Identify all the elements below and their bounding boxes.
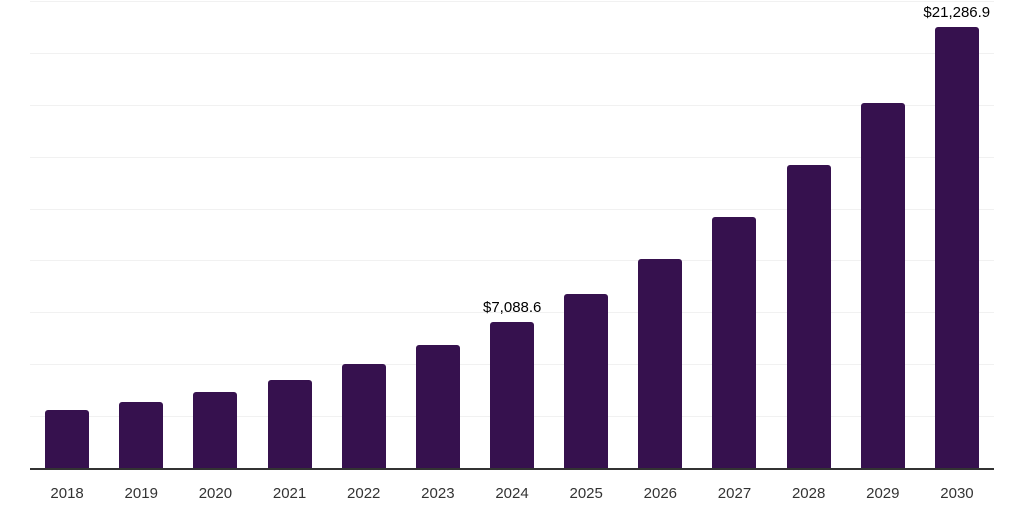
bars-row (30, 2, 994, 469)
bar-slot-2027 (697, 2, 771, 469)
bar-2023 (415, 345, 460, 469)
bar-2028 (786, 164, 831, 469)
bar-slot-2030 (920, 2, 994, 469)
x-tick-label-2030: 2030 (940, 485, 974, 502)
bar-2021 (267, 380, 312, 469)
bar-2027 (712, 216, 757, 469)
bar-2025 (564, 293, 609, 469)
bar-slot-2028 (772, 2, 846, 469)
bar-slot-2019 (104, 2, 178, 469)
x-tick-label-2026: 2026 (643, 485, 678, 502)
x-tick-label-2023: 2023 (421, 485, 455, 502)
x-tick-label-2021: 2021 (272, 485, 307, 502)
x-tick-label-2028: 2028 (791, 485, 826, 502)
x-tick-label-2020: 2020 (198, 485, 233, 502)
plot-area: $7,088.6 $21,286.9 (30, 1, 994, 470)
gridline (30, 104, 994, 106)
bar-slot-2023 (401, 2, 475, 469)
bar-slot-2024 (475, 2, 549, 469)
bar-2018 (45, 410, 90, 469)
gridline (30, 260, 994, 262)
x-tick-label-2027: 2027 (717, 485, 752, 502)
gridline (30, 52, 994, 54)
x-tick-label-2029: 2029 (866, 485, 900, 502)
bar-2026 (638, 258, 683, 469)
x-axis-tick-labels: 2018 2019 2020 2021 2022 2023 2024 2025 2026 2027… (30, 469, 994, 512)
gridline (30, 1, 994, 2)
x-tick-label-2019: 2019 (124, 485, 158, 502)
x-tick-label-2024: 2024 (495, 485, 529, 502)
gridline (30, 312, 994, 314)
bar-slot-2018 (30, 2, 104, 469)
bar-slot-2020 (178, 2, 252, 469)
bar-2019 (119, 402, 164, 469)
bar-slot-2025 (549, 2, 623, 469)
bar-slot-2029 (846, 2, 920, 469)
bar-2024 (490, 321, 535, 469)
data-label-2030: $21,286.9 (923, 4, 991, 22)
x-tick-label-2025: 2025 (569, 485, 603, 502)
bar-slot-2022 (327, 2, 401, 469)
bar-slot-2021 (252, 2, 326, 469)
bar-slot-2026 (623, 2, 697, 469)
bar-2022 (341, 363, 386, 469)
bar-2030 (934, 27, 979, 469)
data-label-2024: $7,088.6 (483, 298, 542, 316)
x-axis-line (30, 468, 994, 470)
bar-2020 (193, 392, 238, 469)
gridline (30, 156, 994, 158)
bar-2029 (860, 102, 905, 469)
x-tick-label-2018: 2018 (50, 485, 84, 502)
gridline (30, 208, 994, 210)
x-tick-label-2022: 2022 (347, 485, 381, 502)
